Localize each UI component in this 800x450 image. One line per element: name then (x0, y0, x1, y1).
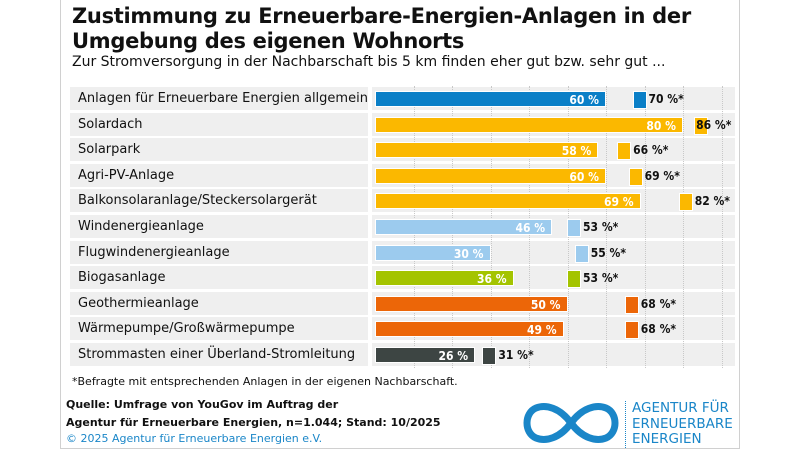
marker (632, 91, 647, 109)
source-line-2: Agentur für Erneuerbare Energien, n=1.04… (66, 416, 441, 429)
marker-label: 55 %* (590, 245, 626, 260)
marker-label: 68 %* (640, 296, 677, 311)
category-label: Balkonsolaranlage/Steckersolargerät (70, 189, 368, 213)
marker (567, 219, 582, 237)
marker (624, 295, 639, 314)
bar: 30 % (375, 244, 491, 261)
category-label: Biogasanlage (70, 266, 368, 290)
bar: 58 % (375, 142, 599, 159)
marker-label: 82 %* (694, 194, 730, 209)
infinity-logo-icon (523, 403, 619, 443)
chart-subtitle: Zur Stromversorgung in der Nachbarschaft… (72, 54, 666, 70)
gridline (721, 86, 723, 368)
marker-label: 70 %* (648, 92, 684, 106)
marker-label: 69 %* (644, 168, 680, 183)
category-label: Strommasten einer Überland-Stromleitung (70, 343, 368, 366)
bar: 60 % (375, 91, 606, 107)
bar: 50 % (375, 295, 568, 312)
logo-line-3: ENERGIEN (632, 431, 702, 447)
bar: 36 % (375, 270, 514, 287)
marker (628, 167, 643, 186)
marker-label: 86 %* (696, 117, 732, 132)
marker (567, 270, 582, 289)
bar: 60 % (375, 167, 606, 184)
gridline (644, 86, 646, 368)
logo-text: AGENTUR FÜR ERNEUERBARE ENERGIEN (625, 400, 733, 448)
gridline (606, 86, 607, 368)
chart-title: Zustimmung zu Erneuerbare-Energien-Anlag… (72, 4, 691, 53)
logo-line-1: AGENTUR FÜR (632, 400, 729, 416)
gridline (683, 86, 684, 368)
marker (482, 347, 497, 365)
source-line-1: Quelle: Umfrage von YouGov im Auftrag de… (66, 398, 339, 411)
copyright: © 2025 Agentur für Erneuerbare Energien … (66, 432, 323, 445)
bar: 80 % (375, 116, 683, 133)
marker-label: 66 %* (633, 143, 669, 158)
bar: 46 % (375, 219, 553, 235)
bar: 49 % (375, 321, 564, 338)
category-label: Anlagen für Erneuerbare Energien allgeme… (70, 87, 368, 110)
category-label: Flugwindenergieanlage (70, 240, 368, 264)
marker (617, 142, 632, 161)
category-label: Solardach (70, 112, 368, 136)
bar: 26 % (375, 347, 476, 363)
marker-label: 68 %* (640, 322, 677, 337)
logo-line-2: ERNEUERBARE (632, 415, 733, 432)
category-label: Agri-PV-Anlage (70, 163, 368, 187)
marker-label: 53 %* (583, 220, 619, 234)
marker-label: 53 %* (583, 271, 619, 286)
marker-label: 31 %* (498, 348, 534, 362)
marker (694, 116, 709, 135)
category-label: Windenergieanlage (70, 215, 368, 238)
category-label: Wärmepumpe/Großwärmepumpe (70, 317, 368, 341)
footnote: *Befragte mit entsprechenden Anlagen in … (72, 375, 458, 388)
marker (678, 193, 693, 212)
bar: 69 % (375, 193, 641, 210)
marker (624, 321, 639, 340)
category-label: Geothermieanlage (70, 291, 368, 315)
marker (574, 244, 589, 263)
category-label: Solarpark (70, 138, 368, 162)
bar-chart: Anlagen für Erneuerbare Energien allgeme… (70, 86, 735, 368)
